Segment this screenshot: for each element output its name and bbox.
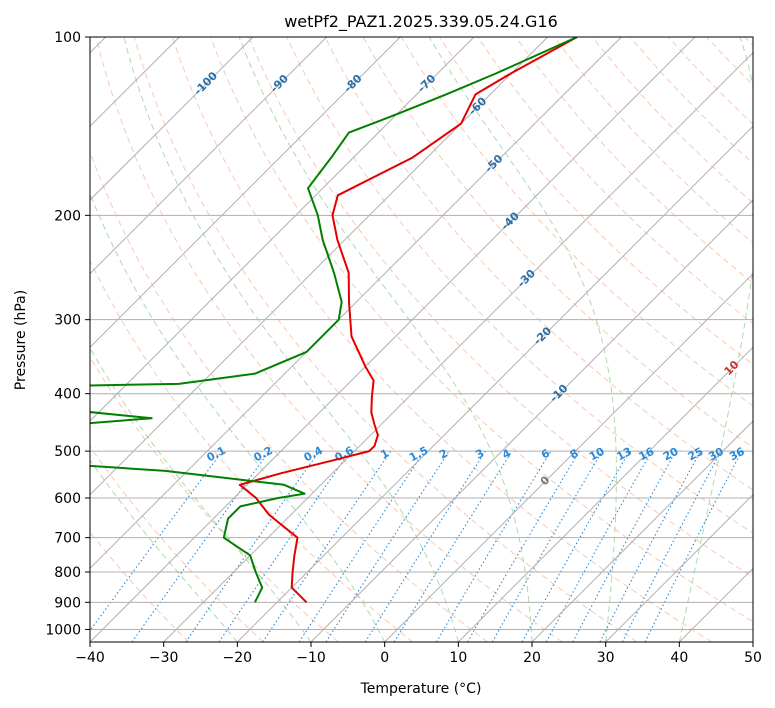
x-tick-label: −10 — [296, 650, 326, 666]
plot-frame — [89, 36, 754, 643]
x-axis-label: Temperature (°C) — [360, 681, 482, 697]
chart-title: wetPf2_PAZ1.2025.339.05.24.G16 — [284, 12, 558, 32]
moist-adiabat — [90, 192, 386, 642]
y-tick-label: 1000 — [45, 622, 81, 638]
moist-adiabat — [90, 459, 238, 642]
mixing-ratio-line — [131, 450, 270, 642]
mixing-ratio-line — [545, 450, 653, 642]
dry-adiabat — [90, 259, 414, 642]
mixing-ratio-label: 25 — [686, 445, 706, 464]
profile-lines — [90, 37, 578, 604]
dry-adiabat — [324, 37, 753, 491]
mixing-ratio-label: 13 — [614, 445, 634, 464]
mixing-ratio-line — [393, 450, 513, 642]
moist-adiabat — [123, 37, 459, 642]
dry-adiabat — [286, 37, 753, 534]
mixing-ratio-label: 16 — [637, 445, 657, 464]
mixing-ratio-label: 20 — [661, 445, 681, 464]
isotherm-line — [384, 272, 753, 642]
isotherm-line — [90, 37, 696, 642]
moist-adiabat — [428, 37, 617, 642]
moist-adiabat — [678, 37, 753, 642]
mixing-ratio-line — [185, 450, 320, 642]
mixing-ratio-line — [521, 450, 630, 642]
x-tick-label: −30 — [149, 650, 179, 666]
isotherm-line — [531, 420, 753, 642]
y-tick-label: 600 — [54, 491, 81, 507]
isotherm-line — [163, 51, 753, 642]
mixing-ratio-line — [90, 450, 223, 632]
mixing-ratio-line — [644, 450, 743, 642]
y-tick-label: 200 — [54, 208, 81, 224]
mixing-ratio-label: 36 — [727, 445, 747, 464]
background-lines — [90, 37, 753, 642]
y-axis-label: Pressure (hPa) — [13, 290, 29, 390]
temperature-profile-line — [238, 37, 578, 604]
mixing-ratio-line — [572, 450, 677, 642]
mixing-ratio-line — [262, 450, 392, 642]
y-tick-label: 900 — [54, 595, 81, 611]
y-tick-label: 700 — [54, 531, 81, 547]
dry-adiabat — [171, 37, 712, 642]
isotherm-line — [90, 37, 328, 275]
mixing-ratio-line — [218, 450, 351, 642]
isotherm-line — [310, 199, 753, 642]
dry-adiabat — [90, 445, 264, 642]
isotherm-line — [236, 125, 753, 642]
dry-adiabat — [133, 37, 638, 642]
dry-adiabat — [210, 37, 753, 623]
x-tick-label: −40 — [75, 650, 105, 666]
isotherm-line — [90, 37, 475, 422]
x-tick-label: 20 — [523, 650, 541, 666]
dry-adiabat — [515, 37, 753, 284]
y-tick-label: 500 — [54, 444, 81, 460]
isotherm-line — [90, 37, 254, 201]
dry-adiabat — [90, 356, 339, 642]
isotherm-line — [457, 346, 753, 642]
y-tick-label: 100 — [54, 30, 81, 46]
dry-adiabat — [248, 37, 753, 578]
y-tick-label: 400 — [54, 387, 81, 403]
x-tick-label: 40 — [670, 650, 688, 666]
mixing-ratio-line — [325, 450, 450, 642]
x-tick-label: −20 — [223, 650, 253, 666]
axes: −40 −30 −20 −10 0 10 20 30 40 50 100 200 300 400 500 60… — [45, 30, 762, 666]
y-tick-label: 300 — [54, 313, 81, 329]
x-tick-label: 30 — [597, 650, 615, 666]
moist-adiabat — [238, 37, 533, 642]
isotherm-line — [90, 37, 401, 349]
x-tick-label: 10 — [449, 650, 467, 666]
dry-adiabat — [95, 37, 563, 642]
mixing-ratio-label: 30 — [706, 445, 726, 464]
mixing-ratio-line — [298, 450, 425, 642]
isotherm-line — [605, 493, 753, 642]
x-tick-label: 50 — [744, 650, 762, 666]
y-tick-label: 800 — [54, 565, 81, 581]
x-tick-label: 0 — [380, 650, 389, 666]
dewpoint-profile-line — [90, 37, 578, 603]
isotherm-line — [90, 37, 549, 496]
pressure-gridlines — [90, 37, 753, 630]
mixing-ratio-label: 10 — [587, 445, 607, 464]
